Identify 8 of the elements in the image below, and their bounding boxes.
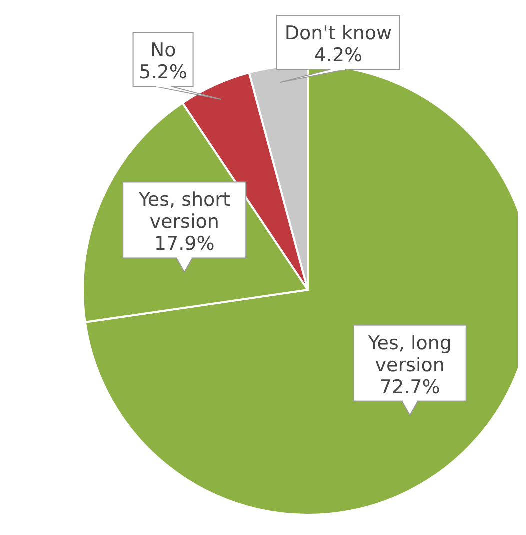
data-label: 5.2% <box>139 62 188 84</box>
slice-label: Yes, long version <box>367 332 452 376</box>
slice-label: Don't know <box>284 22 392 45</box>
data-label: 4.2% <box>314 44 363 67</box>
data-label: 72.7% <box>380 376 440 398</box>
data-label: 17.9% <box>154 233 215 256</box>
slice-label: Yes, short version <box>138 189 230 234</box>
slice-label: No <box>150 40 176 62</box>
